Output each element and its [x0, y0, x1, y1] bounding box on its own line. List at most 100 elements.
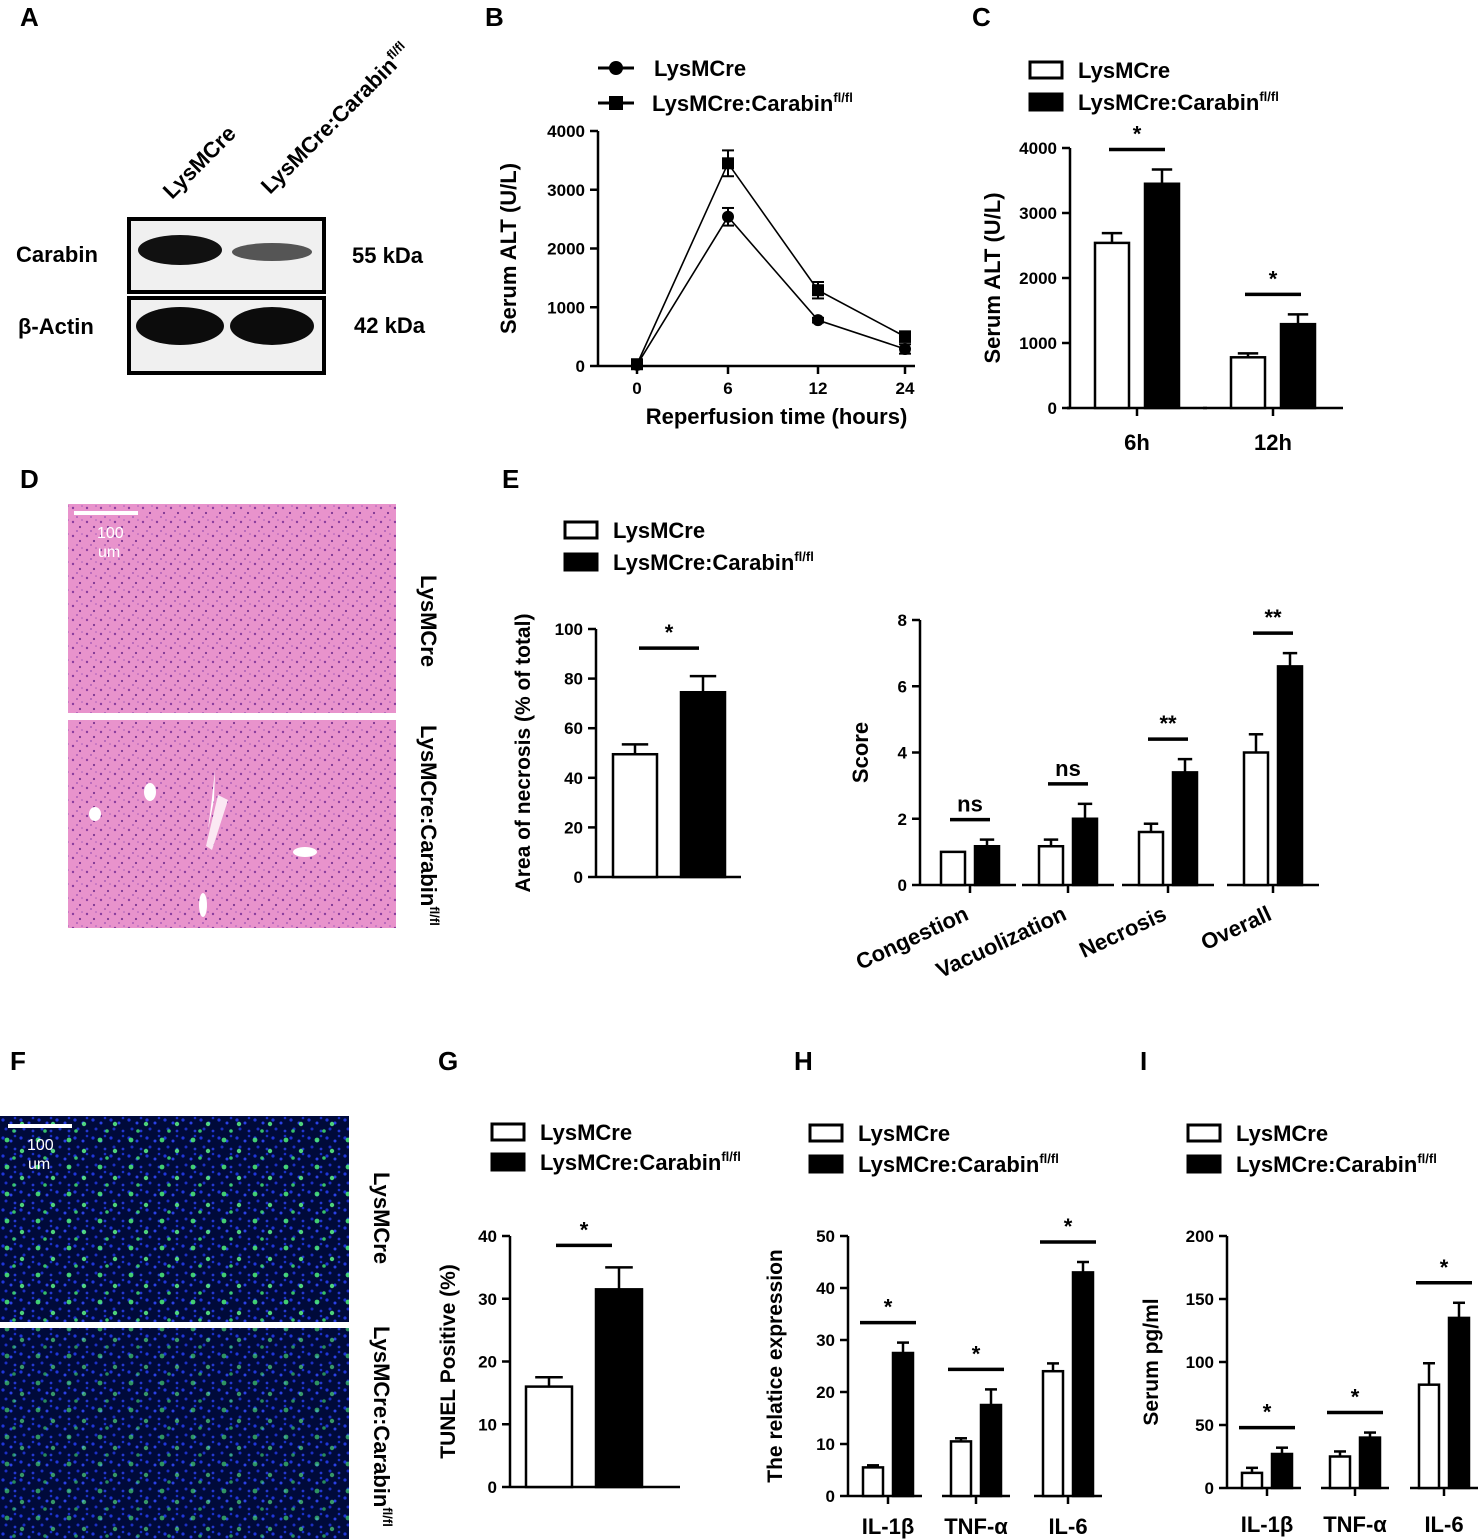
- chart-h-bar-ctrl: [1041, 1369, 1065, 1498]
- he-image-ctrl: [68, 504, 396, 713]
- chart-h-y-tick-label: 40: [816, 1279, 835, 1298]
- blot-band-carabin-ko: [232, 243, 312, 261]
- panel-letter-f: F: [10, 1046, 26, 1076]
- chart-g-y-tick-label: 40: [478, 1227, 497, 1246]
- he-vessel-5: [293, 847, 317, 857]
- chart-g-sig-label: *: [580, 1217, 589, 1242]
- chart-i-category-label: TNF-α: [1323, 1512, 1387, 1537]
- chart-b-y-tick-label: 2000: [547, 240, 585, 259]
- chart-h-bar-ko: [979, 1403, 1003, 1498]
- chart-e2-bar-ctrl: [1242, 751, 1270, 887]
- legend-b-marker-ctrl: [609, 61, 623, 75]
- panel-letter-a: A: [20, 2, 39, 32]
- chart-b-series-line-ko: [636, 161, 906, 365]
- chart-e2-y-tick-label: 4: [898, 744, 908, 763]
- chart-e2-bar-ko: [973, 844, 1001, 887]
- legend-e-label-ko-base: LysMCre:Carabin: [613, 550, 794, 575]
- chart-b-point-ko: [722, 157, 734, 170]
- chart-h-y-tick-label: 20: [816, 1383, 835, 1402]
- chart-b-series-line-ctrl: [636, 215, 906, 366]
- legend-h-swatch-ko: [808, 1154, 844, 1174]
- panel-letter-i: I: [1140, 1046, 1147, 1076]
- chart-b-x-tick-label: 12: [809, 379, 828, 398]
- chart-g-bar-ctrl: [524, 1385, 574, 1489]
- legends: LysMCreLysMCre:Carabinfl/flLysMCreLysMCr…: [490, 56, 1437, 1177]
- chart-b-x-tick-label: 6: [723, 379, 732, 398]
- legend-g-label-ko: LysMCre:Carabinfl/fl: [540, 1149, 741, 1175]
- blot-row-label-carabin: Carabin: [16, 242, 98, 267]
- histology-panel: 100 um LysMCre LysMCre:Carabinfl/fl: [68, 504, 442, 928]
- chart-g-y-axis-label: TUNEL Positive (%): [437, 1264, 460, 1458]
- legend-h-label-ko-sup: fl/fl: [1039, 1151, 1059, 1166]
- blot-band-actin-ctrl: [136, 307, 224, 345]
- tunel-row-label-ko: LysMCre:Carabinfl/fl: [369, 1326, 395, 1527]
- chart-i-bar-ko: [1270, 1452, 1294, 1490]
- legend-i-swatch-ko: [1186, 1154, 1222, 1174]
- chart-i-y-tick-label: 100: [1186, 1353, 1214, 1372]
- chart-necrosis-area: 0 20 40 60 80 100 Area of necrosis (% of total…: [512, 614, 741, 892]
- chart-tunel-positive: 0 10 20 30 40 TUNEL Positive (%) *: [437, 1217, 680, 1497]
- chart-c-y-tick-label: 0: [1048, 399, 1057, 418]
- legend-e-swatch-ko: [563, 552, 599, 572]
- chart-e2-bar-ko: [1276, 665, 1304, 887]
- chart-e2-y-tick-label: 0: [898, 876, 907, 895]
- he-scale-label-2: um: [98, 544, 120, 561]
- chart-c-category-label: 12h: [1254, 430, 1292, 455]
- chart-relative-expression: 0 10 20 30 40 50 The relatice expression IL-1β *…: [764, 1214, 1102, 1539]
- legend-h-label-ko-base: LysMCre:Carabin: [858, 1152, 1039, 1177]
- chart-e1-y-tick-label: 40: [564, 769, 583, 788]
- he-vessel-2: [206, 795, 228, 850]
- chart-h-y-axis-label: The relatice expression: [764, 1249, 787, 1482]
- chart-e2-bar-ctrl: [1137, 830, 1165, 887]
- legend-i-label-ko-sup: fl/fl: [1417, 1151, 1437, 1166]
- chart-e2-sig-label: **: [1159, 711, 1177, 736]
- chart-c-y-tick-label: 4000: [1019, 139, 1057, 158]
- chart-i-sig-label: *: [1263, 1400, 1272, 1425]
- legend-h-label-ko: LysMCre:Carabinfl/fl: [858, 1151, 1059, 1177]
- he-image-ko: [68, 720, 396, 928]
- chart-i-bar-ko: [1447, 1316, 1471, 1490]
- chart-i-bar-ctrl: [1328, 1455, 1352, 1490]
- legend-g-swatch-ko: [490, 1152, 526, 1172]
- chart-e2-sig-label: **: [1264, 605, 1282, 630]
- tunel-dots-ctrl: [0, 1116, 349, 1322]
- chart-serum-cytokines: 0 50 100 150 200 Serum pg/ml IL-1β * TNF-α * IL-6 *: [1140, 1227, 1478, 1537]
- tunel-image-panel: 100 um LysMCre LysMCre:Carabinfl/fl: [0, 1116, 395, 1539]
- chart-c-y-tick-label: 1000: [1019, 334, 1057, 353]
- chart-b-x-tick-label: 0: [632, 379, 641, 398]
- blot-row-label-actin: β-Actin: [18, 314, 94, 339]
- chart-i-category-label: IL-6: [1424, 1512, 1463, 1537]
- chart-h-bar-ctrl: [861, 1466, 885, 1498]
- panel-letter-g: G: [438, 1046, 458, 1076]
- chart-b-x-tick-label: 24: [896, 379, 915, 398]
- chart-b-x-axis-label: Reperfusion time (hours): [646, 404, 908, 429]
- chart-i-bar-ko: [1358, 1436, 1382, 1490]
- he-vessel-6: [199, 893, 207, 917]
- legend-c-label-ko-base: LysMCre:Carabin: [1078, 90, 1259, 115]
- chart-h-category-label: IL-6: [1048, 1514, 1087, 1539]
- chart-h-sig-label: *: [1064, 1214, 1073, 1239]
- legend-e-label-ko-sup: fl/fl: [794, 549, 814, 564]
- chart-i-sig-label: *: [1351, 1385, 1360, 1410]
- chart-e2-bar-ko: [1071, 817, 1099, 887]
- chart-b-y-tick-label: 3000: [547, 181, 585, 200]
- he-vessel-4: [89, 807, 101, 821]
- legend-c-label-ko: LysMCre:Carabinfl/fl: [1078, 89, 1279, 115]
- chart-i-y-tick-label: 50: [1195, 1416, 1214, 1435]
- chart-e1-y-tick-label: 0: [574, 868, 583, 887]
- chart-b-point-ko: [899, 330, 911, 343]
- chart-histology-score: 02468ScoreCongestionnsVacuolizationnsNec…: [848, 605, 1319, 983]
- chart-i-sig-label: *: [1440, 1255, 1449, 1280]
- chart-e2-sig-label: ns: [957, 792, 983, 817]
- legend-b-label-ko-base: LysMCre:Carabin: [652, 91, 833, 116]
- he-vessel-1: [206, 770, 215, 836]
- chart-b-point-ko: [631, 358, 643, 371]
- chart-c-bar-ko: [1279, 322, 1317, 410]
- chart-e1-y-tick-label: 80: [564, 670, 583, 689]
- chart-c-bar-ko: [1143, 182, 1181, 410]
- chart-c-bar-ctrl: [1229, 356, 1267, 410]
- tunel-scale-label-2: um: [28, 1156, 50, 1173]
- chart-e2-y-axis-label: Score: [848, 722, 873, 783]
- legend-i-swatch-ctrl: [1186, 1123, 1222, 1143]
